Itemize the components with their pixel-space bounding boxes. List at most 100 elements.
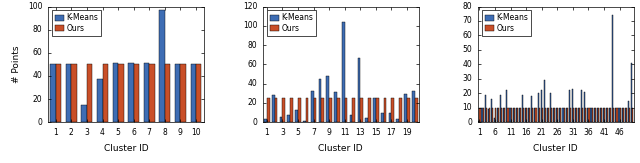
Legend: K-Means, Ours: K-Means, Ours bbox=[482, 10, 531, 36]
Bar bbox=[525, 108, 526, 122]
Bar bbox=[588, 108, 589, 122]
Bar bbox=[531, 96, 532, 122]
Bar bbox=[621, 108, 623, 122]
Bar bbox=[81, 105, 87, 122]
Bar bbox=[275, 98, 277, 122]
Bar bbox=[582, 108, 583, 122]
Bar bbox=[551, 108, 552, 122]
Bar bbox=[553, 108, 554, 122]
Bar bbox=[494, 118, 495, 122]
Y-axis label: # Points: # Points bbox=[12, 46, 21, 83]
Bar bbox=[534, 108, 536, 122]
Bar bbox=[629, 108, 630, 122]
Bar bbox=[329, 98, 332, 122]
Bar bbox=[365, 118, 368, 122]
Bar bbox=[591, 108, 593, 122]
Bar bbox=[191, 64, 196, 122]
Bar bbox=[159, 10, 165, 122]
Bar bbox=[345, 98, 348, 122]
Bar bbox=[541, 108, 543, 122]
Bar bbox=[593, 108, 595, 122]
Bar bbox=[87, 64, 92, 122]
Bar bbox=[404, 94, 407, 122]
Legend: K-Means, Ours: K-Means, Ours bbox=[52, 10, 101, 36]
Bar bbox=[626, 108, 627, 122]
Bar bbox=[526, 108, 527, 122]
Bar bbox=[620, 108, 621, 122]
Bar bbox=[595, 108, 596, 122]
Bar bbox=[506, 90, 508, 122]
Bar bbox=[303, 121, 306, 122]
Bar bbox=[557, 108, 558, 122]
Bar bbox=[544, 80, 545, 122]
Bar bbox=[579, 108, 580, 122]
Bar bbox=[610, 108, 611, 122]
Bar bbox=[314, 98, 316, 122]
Bar bbox=[514, 108, 515, 122]
Bar bbox=[97, 79, 102, 122]
Bar bbox=[612, 15, 613, 122]
Bar bbox=[358, 58, 360, 122]
Bar bbox=[618, 108, 620, 122]
Bar bbox=[290, 98, 293, 122]
Bar bbox=[311, 91, 314, 122]
Bar bbox=[486, 108, 487, 122]
Bar bbox=[606, 108, 607, 122]
Bar bbox=[280, 117, 282, 122]
Bar bbox=[407, 98, 410, 122]
Bar bbox=[349, 115, 353, 122]
Bar bbox=[554, 108, 556, 122]
Bar bbox=[576, 108, 577, 122]
Bar bbox=[632, 108, 633, 122]
Bar bbox=[128, 63, 134, 122]
Bar bbox=[501, 108, 502, 122]
Bar bbox=[165, 64, 170, 122]
Bar bbox=[584, 92, 586, 122]
Bar bbox=[598, 108, 599, 122]
Bar bbox=[491, 99, 492, 122]
Bar bbox=[539, 108, 540, 122]
Bar bbox=[392, 98, 394, 122]
Bar bbox=[570, 108, 571, 122]
Bar bbox=[481, 108, 483, 122]
Bar bbox=[102, 64, 108, 122]
Bar bbox=[272, 95, 275, 122]
Bar bbox=[326, 76, 329, 122]
X-axis label: Cluster ID: Cluster ID bbox=[104, 144, 148, 153]
Bar bbox=[529, 108, 531, 122]
Bar bbox=[519, 108, 520, 122]
Bar bbox=[563, 108, 564, 122]
Bar bbox=[337, 98, 340, 122]
Bar bbox=[538, 93, 539, 122]
Bar bbox=[616, 108, 618, 122]
Bar bbox=[412, 91, 415, 122]
Bar bbox=[388, 113, 392, 122]
Bar bbox=[559, 108, 561, 122]
Bar bbox=[545, 108, 546, 122]
Bar bbox=[623, 108, 624, 122]
Bar bbox=[306, 98, 308, 122]
Bar bbox=[353, 98, 355, 122]
Bar bbox=[628, 101, 629, 122]
Bar bbox=[134, 64, 139, 122]
Bar bbox=[72, 64, 77, 122]
Bar bbox=[360, 98, 363, 122]
Bar bbox=[492, 108, 493, 122]
Bar bbox=[575, 108, 576, 122]
Bar bbox=[581, 90, 582, 122]
Bar bbox=[603, 108, 604, 122]
Bar bbox=[532, 108, 534, 122]
Bar bbox=[503, 108, 504, 122]
Bar bbox=[508, 108, 509, 122]
Legend: K-Means, Ours: K-Means, Ours bbox=[267, 10, 316, 36]
Bar bbox=[522, 95, 523, 122]
Bar bbox=[478, 121, 479, 122]
Bar bbox=[376, 98, 379, 122]
Bar bbox=[267, 98, 269, 122]
X-axis label: Cluster ID: Cluster ID bbox=[533, 144, 578, 153]
Bar bbox=[631, 63, 632, 122]
Bar bbox=[604, 108, 605, 122]
Bar bbox=[295, 110, 298, 122]
Bar bbox=[264, 119, 267, 122]
Bar bbox=[601, 108, 602, 122]
